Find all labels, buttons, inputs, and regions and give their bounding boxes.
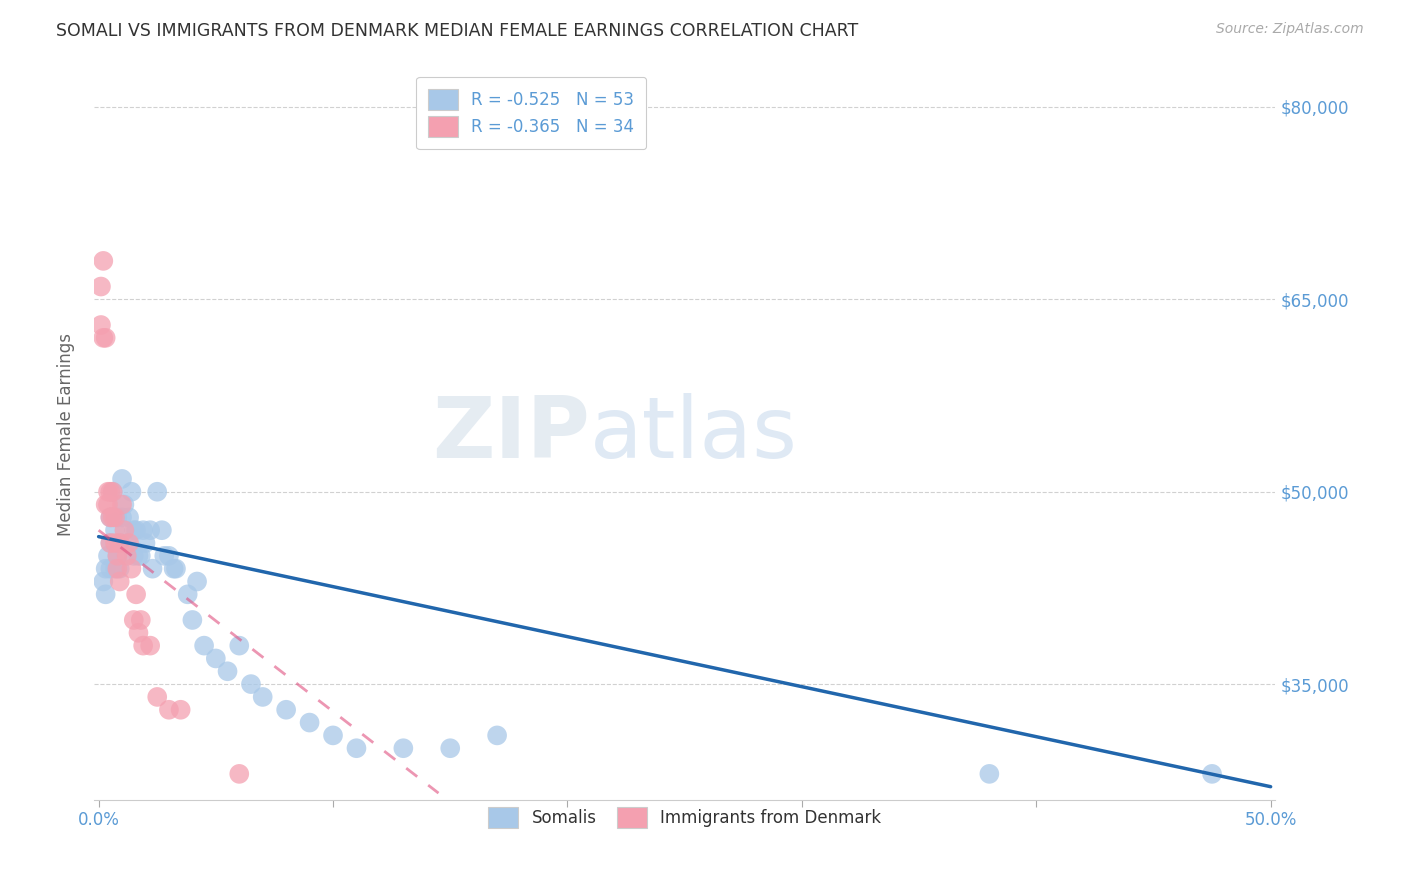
- Text: SOMALI VS IMMIGRANTS FROM DENMARK MEDIAN FEMALE EARNINGS CORRELATION CHART: SOMALI VS IMMIGRANTS FROM DENMARK MEDIAN…: [56, 22, 859, 40]
- Point: [217, 665, 239, 679]
- Point: [108, 536, 131, 550]
- Point: [111, 472, 134, 486]
- Point: [98, 484, 121, 499]
- Point: [204, 651, 226, 665]
- Point: [118, 536, 141, 550]
- Point: [486, 728, 509, 742]
- Point: [146, 484, 169, 499]
- Point: [94, 587, 117, 601]
- Point: [181, 613, 204, 627]
- Point: [98, 562, 121, 576]
- Point: [108, 562, 131, 576]
- Point: [101, 484, 124, 499]
- Point: [105, 510, 128, 524]
- Point: [228, 639, 250, 653]
- Point: [118, 510, 141, 524]
- Point: [298, 715, 321, 730]
- Point: [162, 562, 184, 576]
- Point: [104, 523, 127, 537]
- Point: [322, 728, 344, 742]
- Point: [94, 331, 117, 345]
- Point: [153, 549, 176, 563]
- Point: [98, 510, 121, 524]
- Point: [127, 625, 149, 640]
- Point: [104, 562, 127, 576]
- Text: ZIP: ZIP: [433, 392, 591, 475]
- Legend: Somalis, Immigrants from Denmark: Somalis, Immigrants from Denmark: [482, 800, 887, 835]
- Point: [120, 562, 142, 576]
- Point: [104, 536, 127, 550]
- Point: [122, 549, 145, 563]
- Point: [94, 562, 117, 576]
- Point: [169, 703, 191, 717]
- Y-axis label: Median Female Earnings: Median Female Earnings: [58, 333, 75, 535]
- Point: [115, 536, 138, 550]
- Point: [97, 498, 120, 512]
- Point: [240, 677, 263, 691]
- Point: [122, 613, 145, 627]
- Point: [91, 331, 114, 345]
- Point: [139, 523, 162, 537]
- Text: atlas: atlas: [591, 392, 799, 475]
- Point: [176, 587, 198, 601]
- Point: [91, 253, 114, 268]
- Point: [108, 574, 131, 589]
- Point: [141, 562, 163, 576]
- Point: [132, 639, 155, 653]
- Point: [157, 549, 180, 563]
- Point: [120, 484, 142, 499]
- Point: [157, 703, 180, 717]
- Point: [101, 510, 124, 524]
- Point: [150, 523, 173, 537]
- Point: [98, 536, 121, 550]
- Point: [98, 536, 121, 550]
- Point: [111, 498, 134, 512]
- Point: [101, 484, 124, 499]
- Point: [193, 639, 215, 653]
- Point: [105, 549, 128, 563]
- Point: [112, 523, 135, 537]
- Point: [146, 690, 169, 704]
- Point: [252, 690, 274, 704]
- Point: [346, 741, 368, 756]
- Point: [98, 510, 121, 524]
- Point: [111, 510, 134, 524]
- Point: [186, 574, 208, 589]
- Point: [97, 484, 120, 499]
- Point: [132, 523, 155, 537]
- Point: [105, 549, 128, 563]
- Point: [112, 498, 135, 512]
- Point: [979, 767, 1001, 781]
- Point: [108, 536, 131, 550]
- Point: [228, 767, 250, 781]
- Point: [94, 498, 117, 512]
- Point: [127, 549, 149, 563]
- Point: [90, 318, 112, 332]
- Point: [104, 510, 127, 524]
- Point: [165, 562, 187, 576]
- Point: [129, 613, 152, 627]
- Point: [125, 523, 148, 537]
- Point: [392, 741, 415, 756]
- Point: [122, 523, 145, 537]
- Point: [439, 741, 461, 756]
- Point: [276, 703, 298, 717]
- Point: [91, 574, 114, 589]
- Point: [129, 549, 152, 563]
- Point: [139, 639, 162, 653]
- Text: Source: ZipAtlas.com: Source: ZipAtlas.com: [1216, 22, 1364, 37]
- Point: [125, 587, 148, 601]
- Point: [90, 279, 112, 293]
- Point: [1201, 767, 1223, 781]
- Point: [134, 536, 156, 550]
- Point: [115, 549, 138, 563]
- Point: [105, 562, 128, 576]
- Point: [97, 549, 120, 563]
